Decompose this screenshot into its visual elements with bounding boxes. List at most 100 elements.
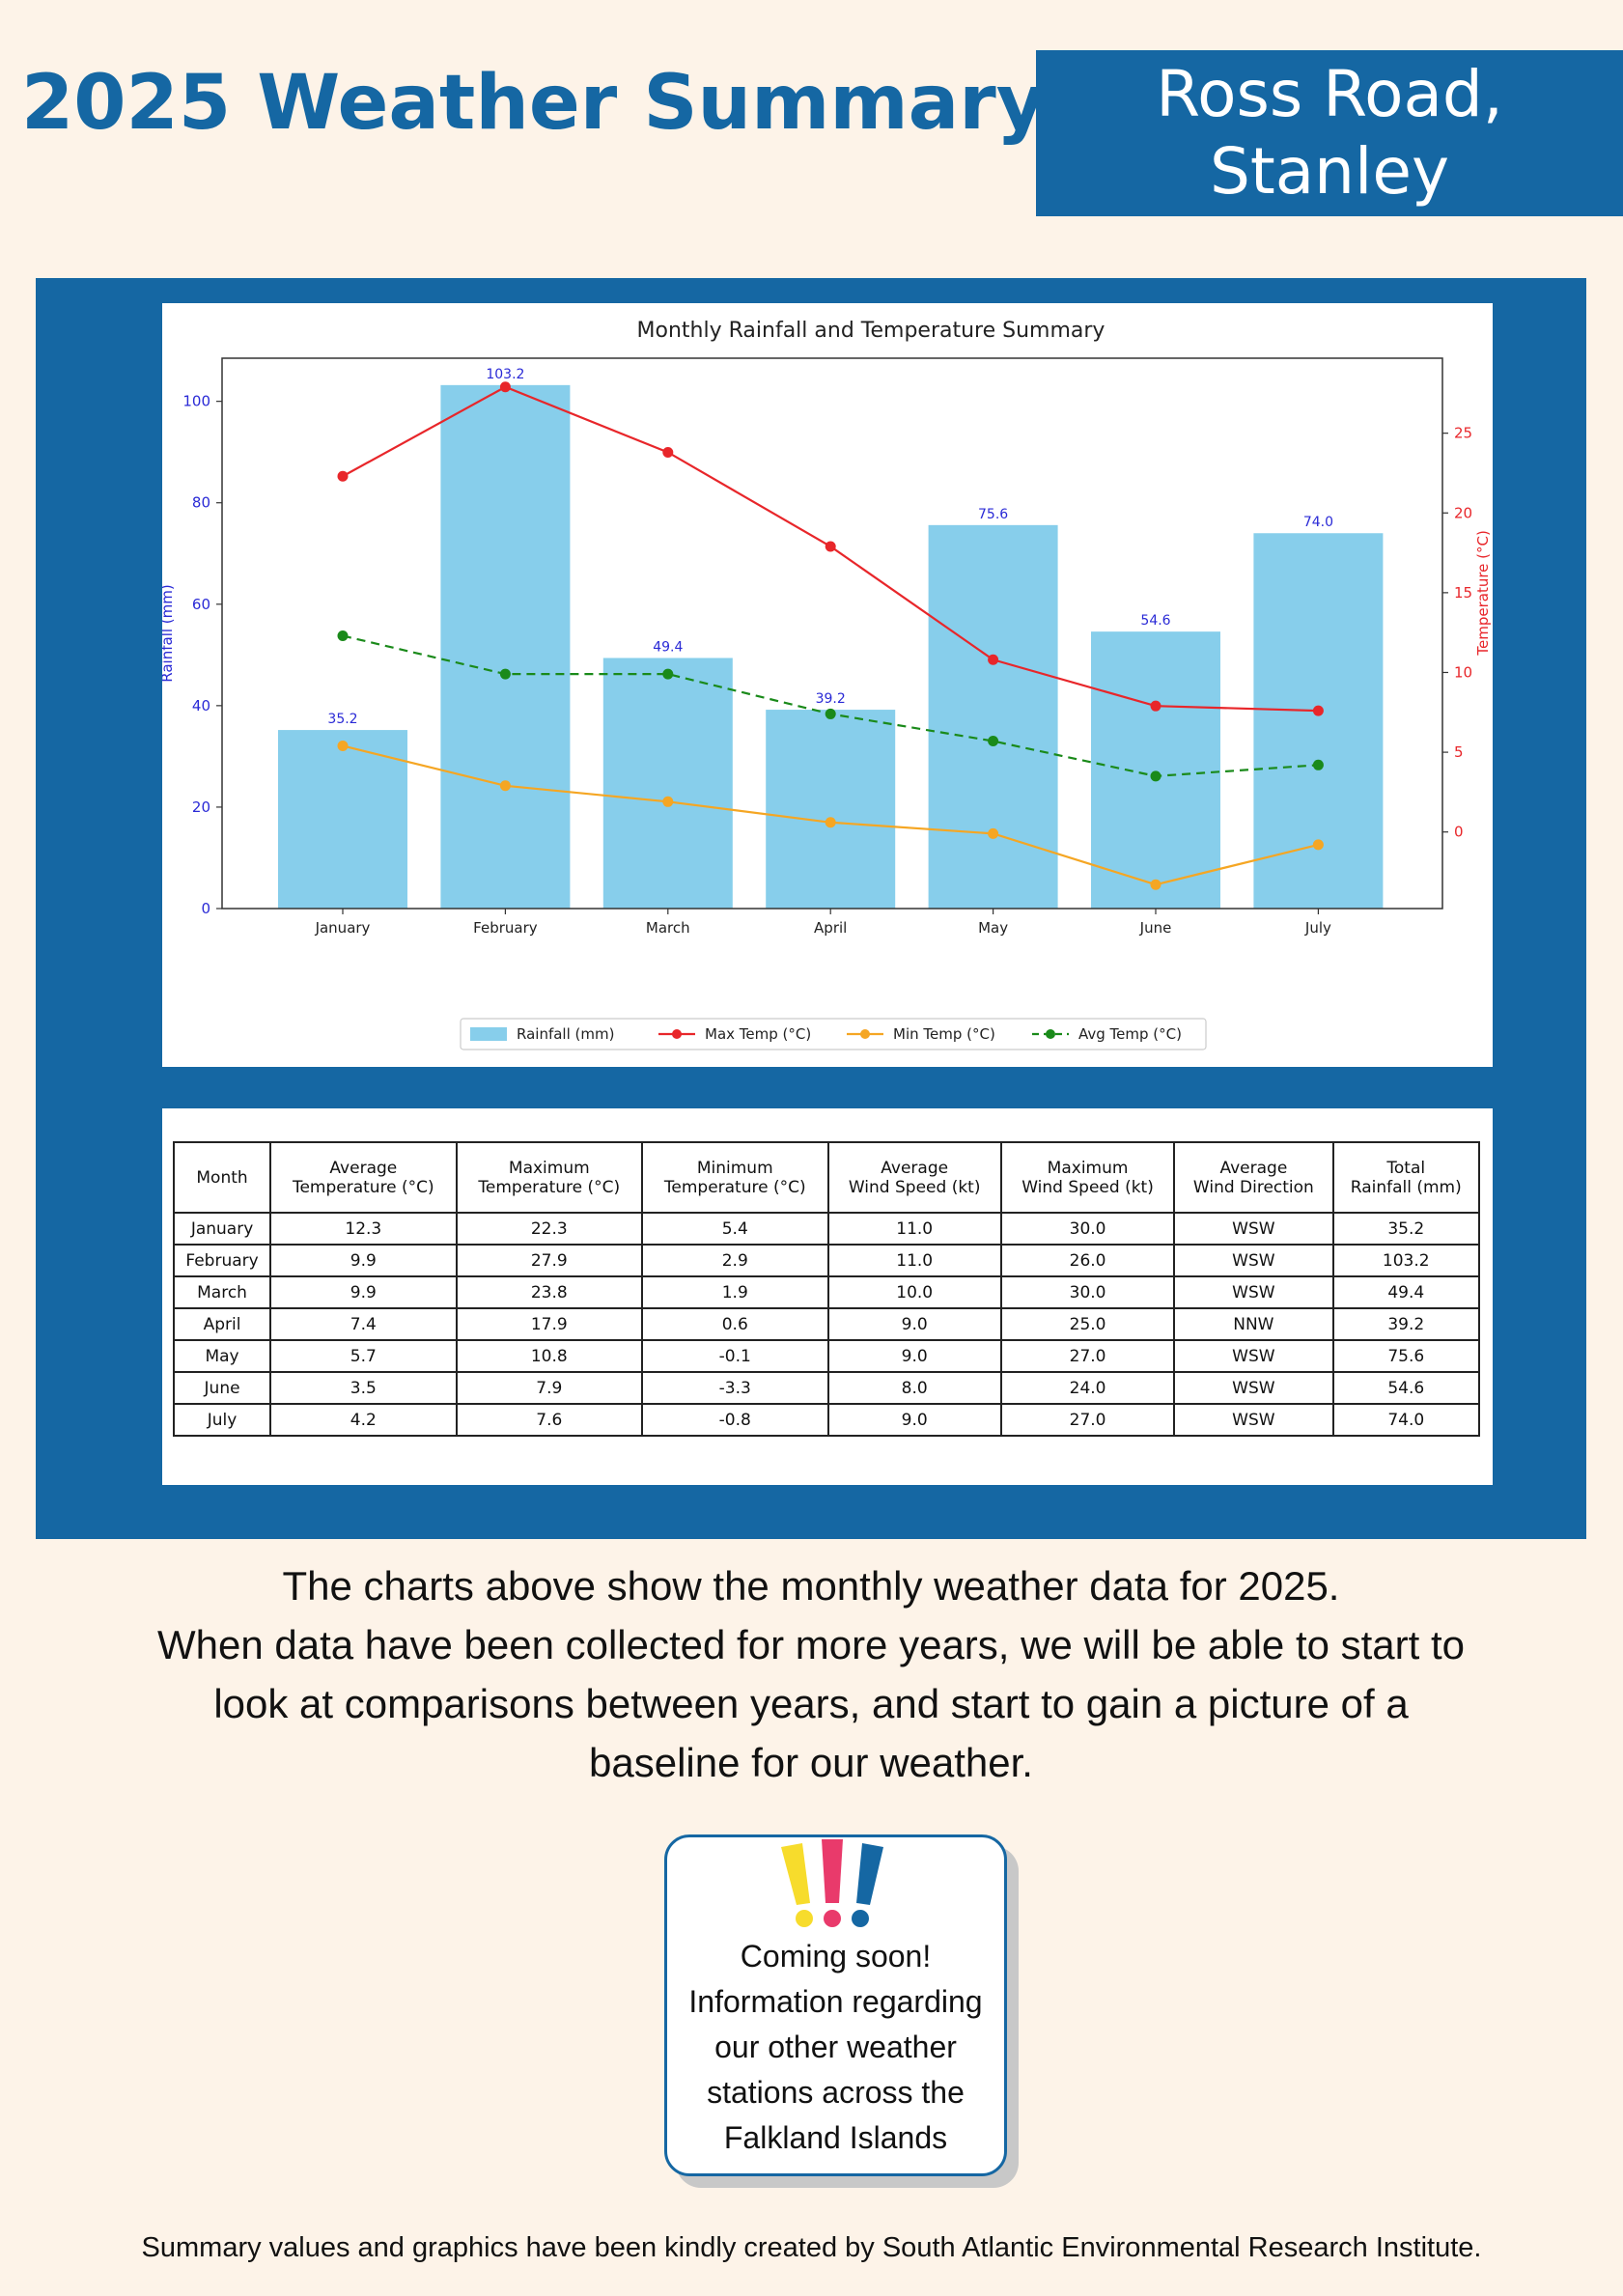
table-header-text: Maximum — [508, 1158, 590, 1178]
max-temp-point — [499, 381, 511, 393]
table-cell: July — [172, 1403, 272, 1437]
table-cell: 4.2 — [269, 1403, 458, 1437]
table-cell: April — [172, 1307, 272, 1341]
rainfall-temperature-chart: Monthly Rainfall and Temperature Summary… — [162, 319, 1492, 1050]
left-axis-tick-label: 60 — [192, 596, 210, 613]
table-cell: 103.2 — [1331, 1244, 1481, 1277]
x-axis-tick-label: July — [1304, 919, 1331, 937]
max-temp-point — [825, 541, 836, 552]
table-cell: 9.0 — [826, 1339, 1002, 1373]
rainfall-bar — [440, 384, 571, 909]
table-cell: 8.0 — [826, 1371, 1002, 1405]
rainfall-bar — [1253, 533, 1384, 909]
description-line-2: When data have been collected for more y… — [156, 1622, 1466, 1667]
table-header-text: Wind Speed (kt) — [1021, 1177, 1154, 1197]
table-row: March 9.9 23.8 1.9 10.0 30.0 WSW 49.4 — [172, 1275, 1481, 1309]
plot-frame — [221, 357, 1443, 910]
x-axis-tick-label: February — [473, 919, 538, 937]
max-temp-point — [662, 446, 674, 458]
table-header-text: Average — [881, 1158, 949, 1178]
right-axis-tick-label: 20 — [1454, 504, 1472, 521]
table-cell: 54.6 — [1331, 1371, 1481, 1405]
max-temp-point — [1312, 705, 1324, 716]
table-cell: January — [172, 1212, 272, 1246]
coming-soon-notice: Coming soon! Information regarding our o… — [664, 1834, 1007, 2176]
table-cell: 22.3 — [455, 1212, 644, 1246]
legend-box — [460, 1018, 1207, 1050]
table-cell: 9.0 — [826, 1307, 1002, 1341]
avg-temp-point — [337, 630, 349, 641]
table-header-text: Month — [196, 1167, 248, 1188]
x-axis-tick-label: June — [1139, 919, 1172, 937]
table-cell: February — [172, 1244, 272, 1277]
table-row: January 12.3 22.3 5.4 11.0 30.0 WSW 35.2 — [172, 1212, 1481, 1246]
table-cell: 74.0 — [1331, 1403, 1481, 1437]
table-cell: 75.6 — [1331, 1339, 1481, 1373]
table-cell: WSW — [1173, 1339, 1334, 1373]
table-cell: 7.4 — [269, 1307, 458, 1341]
avg-temp-point — [988, 736, 999, 747]
description-line-1: The charts above show the monthly weathe… — [282, 1563, 1340, 1609]
table-header-cell: Minimum Temperature (°C) — [641, 1141, 829, 1214]
right-axis-tick-label: 25 — [1454, 425, 1472, 442]
table-header-cell: Month — [172, 1141, 272, 1214]
table-header-text: Average — [1219, 1158, 1288, 1178]
notice-line-3: our other weather — [714, 2030, 957, 2064]
x-axis-tick-label: May — [978, 919, 1008, 937]
left-axis-tick-label: 20 — [192, 798, 210, 816]
table-row: May 5.7 10.8 -0.1 9.0 27.0 WSW 75.6 — [172, 1339, 1481, 1373]
min-temp-point — [1312, 839, 1324, 851]
table-cell: WSW — [1173, 1244, 1334, 1277]
table-cell: 27.0 — [999, 1403, 1176, 1437]
table-cell: 10.0 — [826, 1275, 1002, 1309]
description-line-4: baseline for our weather. — [589, 1740, 1033, 1785]
location-line-1: Ross Road, — [1156, 57, 1503, 131]
rainfall-data-label: 103.2 — [486, 367, 524, 382]
legend-label-rainfall: Rainfall (mm) — [517, 1025, 614, 1043]
table-cell: 17.9 — [455, 1307, 644, 1341]
table-row: July 4.2 7.6 -0.8 9.0 27.0 WSW 74.0 — [172, 1403, 1481, 1437]
chart-card: Monthly Rainfall and Temperature Summary… — [162, 303, 1493, 1067]
table-row: April 7.4 17.9 0.6 9.0 25.0 NNW 39.2 — [172, 1307, 1481, 1341]
table-cell: WSW — [1173, 1403, 1334, 1437]
min-temp-point — [988, 827, 999, 839]
table-header-text: Total — [1386, 1158, 1426, 1178]
table-header-text: Maximum — [1047, 1158, 1129, 1178]
table-header-cell: Average Wind Direction — [1173, 1141, 1334, 1214]
legend-swatch-rainfall — [470, 1027, 507, 1041]
table-cell: 11.0 — [826, 1244, 1002, 1277]
legend-label-min-temp: Min Temp (°C) — [893, 1025, 995, 1043]
table-cell: 26.0 — [999, 1244, 1176, 1277]
x-axis-tick-label: April — [814, 919, 847, 937]
x-axis-tick-label: March — [646, 919, 690, 937]
weather-table: Month Average Temperature (°C) Maximum Tempe… — [172, 1141, 1481, 1437]
table-cell: 1.9 — [641, 1275, 829, 1309]
table-header-cell: Maximum Temperature (°C) — [455, 1141, 644, 1214]
table-cell: -0.8 — [641, 1403, 829, 1437]
right-axis-tick-label: 10 — [1454, 663, 1472, 681]
page-title: 2025 Weather Summary — [21, 60, 1046, 147]
location-line-2: Stanley — [1209, 134, 1450, 209]
table-header-text: Average — [329, 1158, 398, 1178]
min-temp-point — [662, 796, 674, 807]
table-header-text: Temperature (°C) — [292, 1177, 434, 1197]
rainfall-data-label: 39.2 — [816, 691, 846, 707]
table-header-text: Temperature (°C) — [478, 1177, 621, 1197]
table-cell: 27.9 — [455, 1244, 644, 1277]
table-header-row: Month Average Temperature (°C) Maximum Tempe… — [172, 1141, 1481, 1214]
table-cell: 30.0 — [999, 1212, 1176, 1246]
table-cell: 9.9 — [269, 1244, 458, 1277]
table-cell: NNW — [1173, 1307, 1334, 1341]
table-header-cell: Average Temperature (°C) — [269, 1141, 458, 1214]
left-axis-tick-label: 100 — [182, 393, 210, 410]
table-card: Month Average Temperature (°C) Maximum Tempe… — [162, 1108, 1493, 1485]
table-cell: 0.6 — [641, 1307, 829, 1341]
right-axis-tick-label: 0 — [1454, 824, 1464, 841]
table-cell: 23.8 — [455, 1275, 644, 1309]
right-axis-label: Temperature (°C) — [1474, 530, 1492, 656]
table-cell: WSW — [1173, 1371, 1334, 1405]
table-cell: 11.0 — [826, 1212, 1002, 1246]
table-header-cell: Average Wind Speed (kt) — [826, 1141, 1002, 1214]
left-axis-tick-label: 80 — [192, 494, 210, 512]
right-axis-tick-label: 5 — [1454, 743, 1464, 761]
